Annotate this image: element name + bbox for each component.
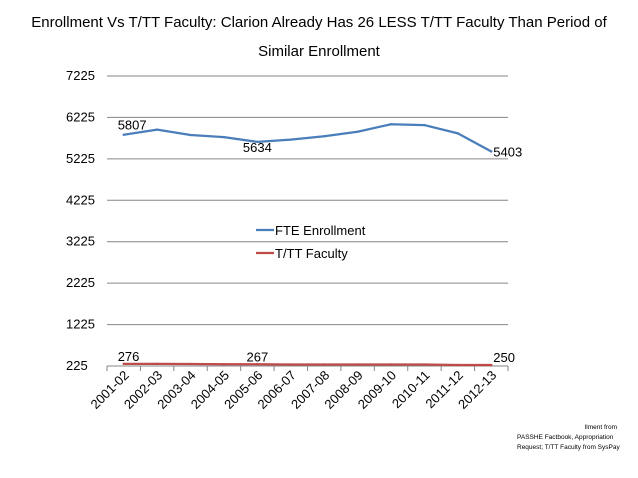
data-point <box>356 130 359 133</box>
data-label: 5634 <box>243 140 272 155</box>
data-point <box>122 133 125 136</box>
data-point <box>155 362 159 366</box>
data-point <box>389 363 393 366</box>
source-note-line2: PASSHE Factbook, Appropriation <box>517 434 614 441</box>
y-tick-label: 7225 <box>66 68 95 83</box>
y-tick-label: 225 <box>66 358 88 373</box>
source-note: llment from PASSHE Factbook, Appropriati… <box>517 423 627 453</box>
legend-label: FTE Enrollment <box>275 223 366 238</box>
legend-label: T/TT Faculty <box>275 246 348 261</box>
data-point <box>256 140 259 144</box>
y-tick-label: 2225 <box>66 275 95 290</box>
data-point <box>155 128 159 131</box>
data-point <box>222 135 226 139</box>
source-note-line1: llment from <box>584 424 617 431</box>
y-tick-label: 5225 <box>66 151 95 166</box>
data-label: 267 <box>247 349 269 364</box>
chart-title-line2: Similar Enrollment <box>258 43 380 60</box>
y-tick-label: 4225 <box>66 192 95 207</box>
data-point <box>456 363 460 367</box>
data-label: 5807 <box>118 118 147 133</box>
data-point <box>423 123 426 127</box>
y-tick-label: 6225 <box>66 109 95 124</box>
data-point <box>189 133 192 137</box>
y-tick-label: 1225 <box>66 317 95 332</box>
y-tick-label: 3225 <box>66 234 95 249</box>
data-point <box>122 362 125 366</box>
data-point <box>423 363 426 366</box>
data-point <box>289 363 292 366</box>
data-point <box>289 138 292 141</box>
data-point <box>490 150 493 153</box>
series-line <box>123 362 492 367</box>
data-label: 276 <box>118 349 140 364</box>
data-point <box>389 123 393 126</box>
data-label: 250 <box>493 350 515 365</box>
data-point <box>323 363 326 366</box>
chart-title-line1: Enrollment Vs T/TT Faculty: Clarion Alre… <box>31 14 607 31</box>
data-point <box>356 363 359 366</box>
data-label: 5403 <box>493 144 522 159</box>
data-point <box>189 362 192 366</box>
data-point <box>256 363 259 366</box>
data-point <box>490 363 493 367</box>
data-point <box>323 135 326 138</box>
data-point <box>222 363 226 366</box>
source-note-line3: Request; T/TT Faculty from SysPay <box>517 444 620 451</box>
data-point <box>456 132 460 135</box>
series-line <box>123 123 492 153</box>
